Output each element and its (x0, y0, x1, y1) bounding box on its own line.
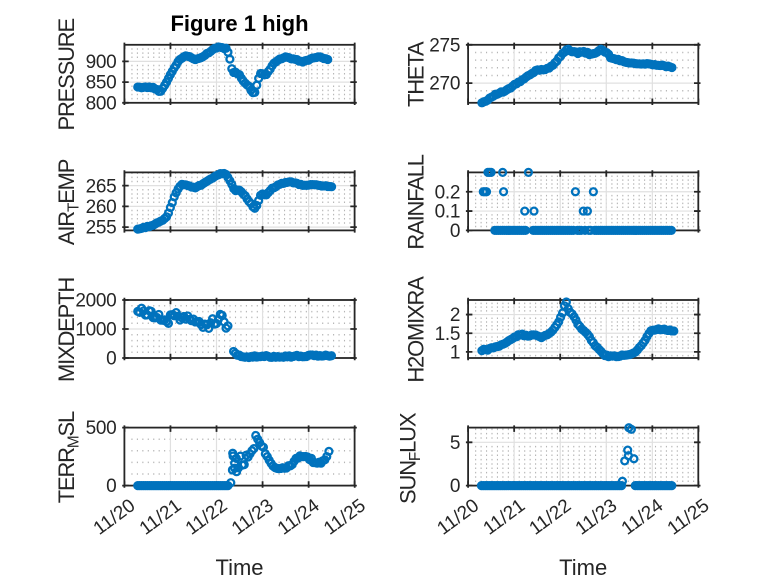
svg-text:RAINFALL: RAINFALL (404, 154, 429, 249)
svg-text:850: 850 (86, 73, 117, 94)
svg-text:Figure 1 high: Figure 1 high (170, 11, 308, 36)
svg-text:PRESSURE: PRESSURE (54, 19, 79, 131)
svg-text:TERRMSL: TERRMSL (54, 411, 83, 503)
svg-text:260: 260 (86, 197, 117, 218)
svg-text:1: 1 (450, 343, 460, 364)
svg-text:270: 270 (429, 74, 460, 95)
svg-text:AIRTEMP: AIRTEMP (54, 159, 83, 245)
svg-text:0: 0 (106, 476, 116, 497)
svg-text:0: 0 (450, 221, 460, 242)
svg-text:0: 0 (450, 476, 460, 497)
svg-text:0: 0 (106, 349, 116, 370)
svg-text:265: 265 (86, 176, 117, 197)
svg-text:800: 800 (86, 93, 117, 114)
svg-text:MIXDEPTH: MIXDEPTH (54, 278, 79, 382)
svg-text:THETA: THETA (404, 41, 429, 107)
svg-text:1.5: 1.5 (435, 324, 461, 345)
svg-text:0.1: 0.1 (435, 202, 461, 223)
svg-text:2000: 2000 (75, 291, 116, 312)
svg-text:255: 255 (86, 218, 117, 239)
svg-text:500: 500 (86, 418, 117, 439)
svg-text:Time: Time (559, 555, 607, 580)
svg-text:900: 900 (86, 52, 117, 73)
svg-text:0.2: 0.2 (435, 182, 461, 203)
svg-text:H2OMIXRA: H2OMIXRA (404, 276, 429, 383)
svg-text:Time: Time (215, 555, 263, 580)
svg-text:1000: 1000 (75, 320, 116, 341)
svg-text:275: 275 (429, 35, 460, 56)
svg-text:5: 5 (450, 433, 460, 454)
svg-text:2: 2 (450, 305, 460, 326)
